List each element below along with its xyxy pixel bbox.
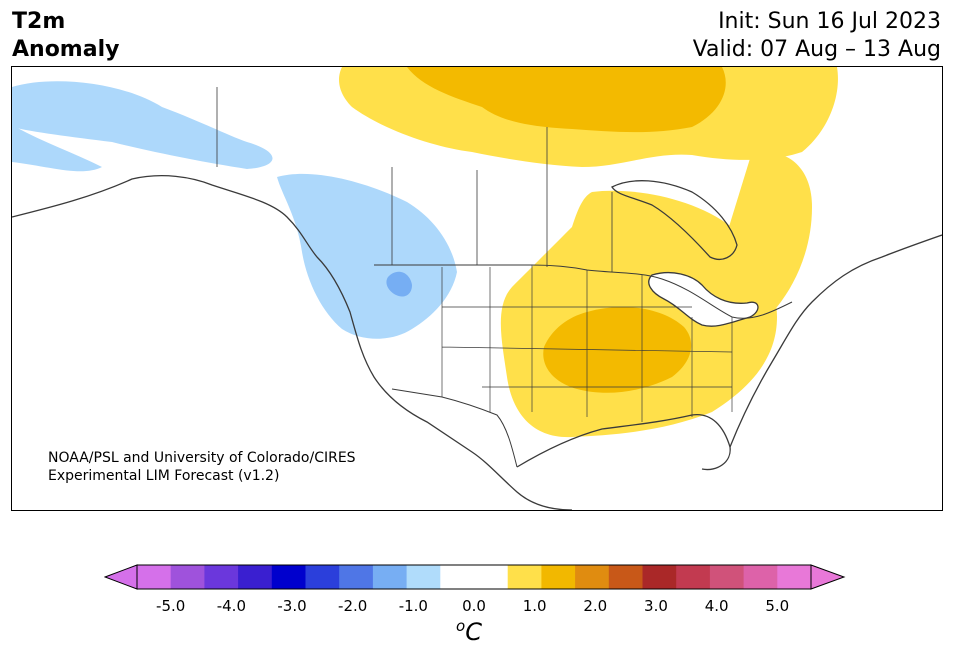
colorbar-tick-label: 5.0	[765, 597, 790, 615]
colorbar-tick-label: 0.0	[462, 597, 486, 615]
credit-line-2: Experimental LIM Forecast (v1.2)	[48, 468, 280, 484]
pacific-nw-cool-core	[386, 271, 412, 297]
unit-superscript: o	[456, 617, 466, 635]
colorbar-segment	[474, 565, 509, 589]
init-date: Init: Sun 16 Jul 2023	[718, 9, 941, 34]
colorbar-tick-label: 3.0	[644, 597, 668, 615]
alaska-cool-region-south	[12, 125, 102, 172]
warm-anomaly-regions	[339, 67, 838, 438]
colorbar-segment	[238, 565, 273, 589]
valid-date: Valid: 07 Aug – 13 Aug	[692, 37, 941, 62]
forecast-dates: Init: Sun 16 Jul 2023 Valid: 07 Aug – 13…	[693, 8, 941, 64]
map-canvas	[12, 67, 942, 510]
colorbar-tick-label: -3.0	[277, 597, 307, 615]
colorbar-segment	[339, 565, 374, 589]
colorbar-tick-label: 1.0	[522, 597, 547, 615]
colorbar-tick-label: 2.0	[583, 597, 608, 615]
gulf-coastline	[516, 414, 731, 471]
colorbar-segment	[676, 565, 711, 589]
colorbar-unit-label: oC	[456, 617, 482, 646]
east-coastline	[729, 234, 942, 448]
western-cool-region	[277, 173, 457, 339]
colorbar-segment	[406, 565, 441, 589]
colorbar-segment	[709, 565, 745, 589]
colorbar-tick-label: -5.0	[156, 597, 186, 615]
credit-line-1: NOAA/PSL and University of Colorado/CIRE…	[48, 450, 356, 466]
us-state-grid	[441, 265, 733, 422]
north-america-coastline	[12, 175, 573, 510]
colorbar-segment	[642, 565, 677, 589]
title-line-1: T2m	[12, 9, 66, 34]
colorbar-segment	[608, 565, 643, 589]
colorbar-segment	[743, 565, 778, 589]
unit-main: C	[465, 618, 482, 646]
colorbar-frame	[136, 564, 812, 590]
colorbar-segment	[777, 565, 812, 589]
arctic-warm-core-east	[652, 67, 713, 88]
forecast-credit: NOAA/PSL and University of Colorado/CIRE…	[48, 449, 356, 485]
colorbar-segment	[541, 565, 576, 589]
colorbar-segment	[137, 565, 172, 589]
colorbar-segment	[305, 565, 340, 589]
canadian-province-lines	[216, 87, 613, 272]
arctic-warm-core	[407, 67, 726, 133]
alaska-cool-region	[12, 81, 273, 169]
cool-anomaly-regions	[12, 81, 457, 339]
canada-us-border	[374, 264, 793, 319]
title-line-2: Anomaly	[12, 37, 120, 62]
colorbar-tick-label: -1.0	[398, 597, 428, 615]
colorbar-extend-low	[103, 564, 138, 590]
colorbar	[103, 564, 850, 594]
colorbar-segment	[440, 565, 475, 589]
colorbar-segment	[507, 565, 542, 589]
colorbar-segment	[271, 565, 306, 589]
hudson-bay-coastline	[611, 180, 738, 260]
map-title: T2m Anomaly	[12, 8, 119, 64]
map-boundaries	[12, 87, 942, 510]
anomaly-map	[11, 66, 943, 511]
colorbar-segment	[170, 565, 205, 589]
colorbar-segment	[372, 565, 408, 589]
us-mexico-border	[391, 388, 518, 468]
colorbar-graphic	[103, 564, 846, 590]
colorbar-tick-label: -2.0	[338, 597, 368, 615]
colorbar-segment	[204, 565, 239, 589]
colorbar-tick-label: 4.0	[704, 597, 729, 615]
colorbar-tick-label: -4.0	[216, 597, 246, 615]
colorbar-extend-high	[810, 564, 846, 590]
colorbar-segment	[575, 565, 610, 589]
